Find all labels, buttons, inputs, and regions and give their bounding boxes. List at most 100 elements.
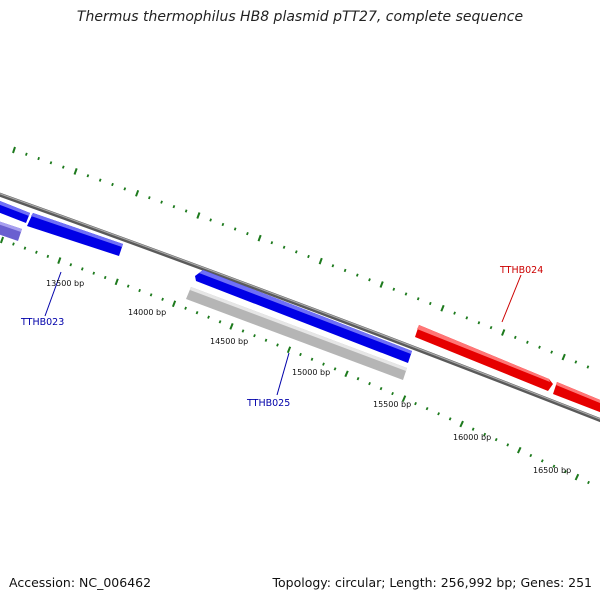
outer-tick — [574, 360, 578, 364]
inner-tick — [195, 311, 199, 315]
outer-tick — [49, 161, 53, 165]
tick-label-16500: 16500 bp — [533, 466, 571, 475]
inner-tick — [344, 370, 349, 378]
plasmid-backbone-highlight — [0, 193, 600, 420]
inner-tick — [126, 284, 130, 288]
gene-tthb023[interactable] — [27, 213, 123, 256]
outer-tick — [331, 264, 335, 268]
inner-tick — [207, 315, 210, 319]
tick-label-15000: 15000 bp — [292, 368, 330, 377]
gene-tthb025-forward[interactable] — [195, 270, 412, 363]
outer-tick — [160, 200, 163, 204]
inner-tick — [241, 329, 245, 333]
outer-tick — [318, 257, 323, 265]
inner-tick — [218, 320, 222, 324]
gene-tthb023-prev[interactable] — [0, 199, 30, 223]
outer-tick-track — [12, 146, 590, 369]
outer-tick — [513, 335, 517, 340]
outer-tick — [86, 174, 90, 178]
tick-label-14500: 14500 bp — [210, 337, 248, 346]
inner-tick — [333, 367, 337, 371]
outer-tick — [37, 156, 40, 161]
plasmid-backbone — [0, 192, 600, 423]
inner-tick — [80, 267, 84, 271]
outer-tick — [294, 250, 298, 254]
inner-tick — [356, 377, 360, 381]
inner-tick — [483, 432, 487, 437]
inner-tick — [161, 297, 164, 301]
accession-label: Accession: NC_006462 — [9, 575, 152, 590]
inner-tick — [459, 420, 464, 428]
inner-tick-track — [0, 236, 590, 485]
outer-tick — [307, 254, 310, 259]
tick-label-13500: 13500 bp — [46, 279, 84, 288]
inner-tick — [229, 323, 234, 330]
outer-tick — [538, 345, 541, 349]
tick-label-15500: 15500 bp — [373, 400, 411, 409]
outer-tick — [246, 231, 249, 236]
inner-tick — [540, 459, 544, 463]
inner-tick — [92, 271, 96, 275]
gene-partial-left[interactable] — [0, 220, 22, 241]
outer-tick — [368, 278, 371, 282]
gene-tthb025-reverse[interactable] — [186, 287, 407, 380]
topology-summary: Topology: circular; Length: 256,992 bp; … — [272, 575, 593, 590]
inner-tick — [149, 293, 153, 297]
tick-label-16000: 16000 bp — [453, 433, 491, 442]
outer-tick — [12, 146, 16, 154]
inner-tick — [425, 407, 429, 411]
outer-tick — [25, 152, 28, 156]
inner-tick — [563, 470, 567, 474]
inner-tick — [171, 300, 177, 308]
inner-tick — [276, 343, 279, 347]
outer-tick — [98, 178, 102, 182]
outer-tick — [477, 321, 481, 325]
outer-tick — [221, 222, 225, 227]
inner-tick — [506, 443, 510, 447]
inner-tick — [253, 334, 256, 338]
inner-tick — [516, 446, 522, 454]
outer-tick — [196, 212, 201, 219]
tick-label-14000: 14000 bp — [128, 308, 166, 317]
outer-tick — [440, 304, 445, 312]
outer-tick — [184, 209, 188, 213]
inner-tick — [114, 278, 119, 286]
inner-tick — [184, 306, 187, 310]
outer-tick — [428, 301, 432, 306]
outer-tick — [257, 234, 262, 242]
outer-tick — [343, 268, 347, 273]
outer-tick — [501, 329, 506, 336]
inner-tick — [69, 263, 73, 267]
outer-tick — [61, 165, 65, 169]
inner-tick — [379, 386, 383, 391]
inner-tick — [286, 346, 292, 354]
gene-label-tthb023[interactable]: TTHB023 — [20, 317, 64, 328]
inner-tick — [587, 480, 590, 485]
outer-tick — [148, 196, 151, 200]
outer-tick — [135, 189, 140, 197]
outer-tick — [561, 353, 566, 361]
inner-tick — [57, 257, 62, 264]
outer-tick — [465, 316, 469, 320]
gene-label-tthb024[interactable]: TTHB024 — [499, 265, 543, 276]
outer-tick — [550, 350, 554, 354]
inner-tick — [437, 412, 441, 416]
outer-tick — [453, 311, 456, 315]
inner-tick — [414, 401, 417, 406]
inner-tick — [299, 352, 302, 357]
inner-tick — [471, 427, 475, 431]
outer-tick — [123, 187, 127, 191]
gene-tthb024[interactable] — [415, 325, 553, 391]
inner-tick — [494, 438, 498, 442]
inner-tick — [23, 246, 27, 250]
gene-label-tthb025[interactable]: TTHB025 — [246, 398, 290, 409]
outer-tick — [355, 273, 359, 277]
inner-tick — [391, 391, 394, 396]
outer-tick — [392, 287, 396, 291]
inner-tick — [138, 288, 141, 293]
outer-tick — [233, 227, 237, 231]
gene-tthb024-next[interactable] — [553, 382, 600, 414]
outer-tick — [404, 292, 408, 296]
outer-tick — [526, 340, 529, 344]
inner-tick — [0, 236, 5, 244]
